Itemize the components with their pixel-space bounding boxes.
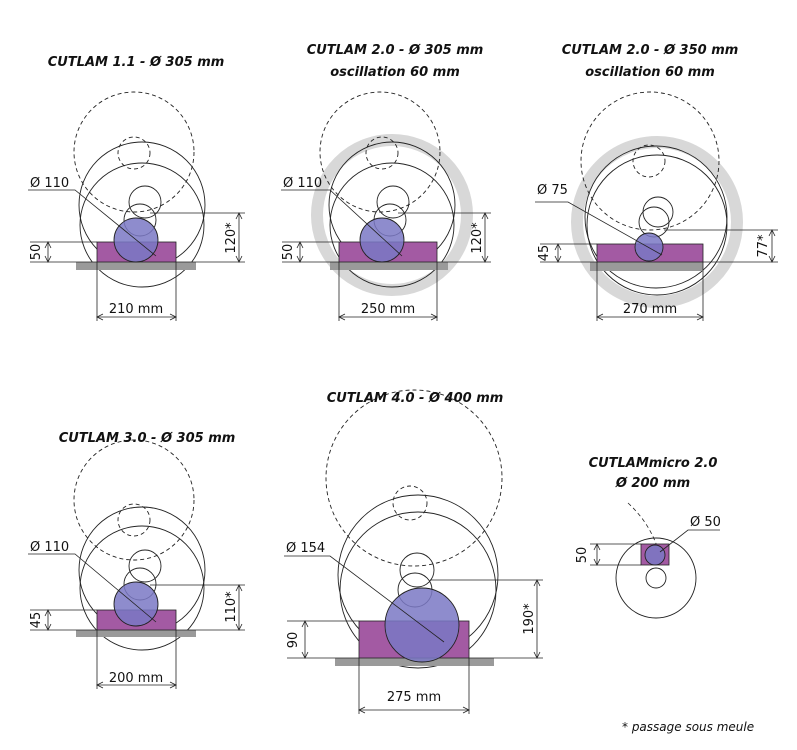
hub-outline	[399, 552, 435, 588]
wheel-outline	[79, 525, 205, 651]
hub-outline	[128, 185, 162, 219]
hub-outline	[638, 206, 670, 238]
panel-title: CUTLAM 2.0 - Ø 350 mm	[562, 43, 739, 58]
panel-subtitle: oscillation 60 mm	[585, 65, 715, 80]
width-label: 210 mm	[109, 302, 163, 317]
width-label: 275 mm	[387, 690, 441, 705]
panel-subtitle: Ø 200 mm	[615, 476, 690, 491]
panel-title: CUTLAM 2.0 - Ø 305 mm	[307, 43, 484, 58]
footnote: * passage sous meule	[622, 720, 754, 734]
diameter-leader	[535, 201, 663, 256]
arrowhead	[96, 313, 177, 321]
diameter-label: Ø 110	[30, 540, 69, 555]
wheel-outline	[329, 162, 455, 288]
height-label: 50	[281, 244, 296, 261]
wheel-raised-dashed	[325, 389, 503, 567]
arrowhead	[96, 681, 177, 689]
wheel-raised-dashed	[580, 91, 720, 231]
oscillation-halo	[571, 136, 743, 308]
height-label: 90	[286, 632, 301, 649]
arrowhead	[296, 241, 304, 263]
base-plate	[590, 262, 703, 271]
wheel-outline	[79, 162, 205, 288]
flange-disc	[634, 232, 664, 262]
clearance-label: 190*	[522, 603, 537, 635]
flange-disc	[359, 217, 405, 263]
arrowhead	[235, 212, 243, 263]
diameter-label: Ø 75	[537, 183, 568, 198]
wheel-outline	[586, 154, 728, 296]
hub-raised-dashed	[392, 485, 428, 521]
arrowhead	[358, 706, 470, 714]
arrowhead	[44, 241, 52, 263]
hub-raised-dashed	[117, 136, 151, 170]
arrowhead	[301, 620, 309, 659]
height-label: 45	[29, 612, 44, 629]
height-label: 45	[537, 245, 552, 262]
wheel-outline	[339, 511, 497, 669]
arrowhead	[235, 584, 243, 631]
diameter-label: Ø 110	[283, 176, 322, 191]
arrowhead	[554, 243, 562, 263]
arrowhead	[596, 313, 704, 321]
panel-title: CUTLAMmicro 2.0	[589, 456, 718, 471]
hub-raised-dashed	[632, 144, 666, 178]
panel-title: CUTLAM 4.0 - Ø 400 mm	[327, 391, 504, 406]
base-plate	[76, 630, 196, 637]
width-label: 200 mm	[109, 671, 163, 686]
wheel-outline	[584, 145, 728, 289]
diameter-leader	[28, 189, 157, 257]
arrowhead	[481, 212, 489, 263]
hub-outline	[645, 567, 667, 589]
hub-raised-dashed	[117, 503, 151, 537]
wheel-outline	[615, 537, 697, 619]
base-plate	[330, 262, 448, 270]
diameter-label: Ø 50	[690, 515, 721, 530]
panel-title: CUTLAM 1.1 - Ø 305 mm	[48, 55, 225, 70]
hub-outline	[376, 185, 410, 219]
base-plate	[76, 262, 196, 270]
base-plate	[335, 658, 494, 666]
width-label: 270 mm	[623, 302, 677, 317]
diameter-label: Ø 110	[30, 176, 69, 191]
flange-disc	[644, 544, 666, 566]
width-label: 250 mm	[361, 302, 415, 317]
arrowhead	[533, 579, 541, 659]
flange-disc	[113, 581, 159, 627]
height-label: 50	[575, 547, 590, 564]
arrowhead	[768, 229, 776, 263]
diameter-label: Ø 154	[286, 541, 325, 556]
arrowhead	[338, 313, 438, 321]
panel-subtitle: oscillation 60 mm	[330, 65, 460, 80]
clearance-label: 77*	[756, 234, 771, 258]
panel-title: CUTLAM 3.0 - Ø 305 mm	[59, 431, 236, 446]
hub-outline	[642, 196, 674, 228]
diameter-leader	[659, 529, 720, 553]
clearance-label: 120*	[470, 222, 485, 254]
clearance-label: 120*	[224, 222, 239, 254]
height-label: 50	[29, 244, 44, 261]
arrowhead	[44, 609, 52, 631]
hub-raised-dashed	[365, 136, 399, 170]
diameter-leader	[281, 189, 403, 257]
hub-outline	[128, 549, 162, 583]
diameter-leader	[28, 553, 157, 623]
arrowhead	[593, 543, 601, 566]
diameter-leader	[284, 555, 445, 643]
wheel-raised-dashed	[73, 91, 195, 213]
clearance-label: 110*	[224, 591, 239, 623]
wheel-raised-dashed	[73, 439, 195, 561]
